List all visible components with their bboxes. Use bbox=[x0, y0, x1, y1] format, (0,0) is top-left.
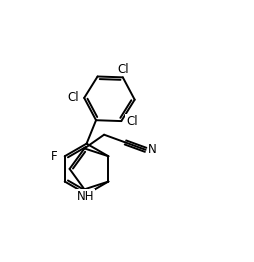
Text: NH: NH bbox=[77, 190, 94, 203]
Text: F: F bbox=[51, 150, 57, 163]
Text: N: N bbox=[148, 143, 157, 156]
Text: Cl: Cl bbox=[126, 114, 138, 128]
Text: Cl: Cl bbox=[117, 63, 129, 76]
Text: Cl: Cl bbox=[68, 91, 80, 104]
